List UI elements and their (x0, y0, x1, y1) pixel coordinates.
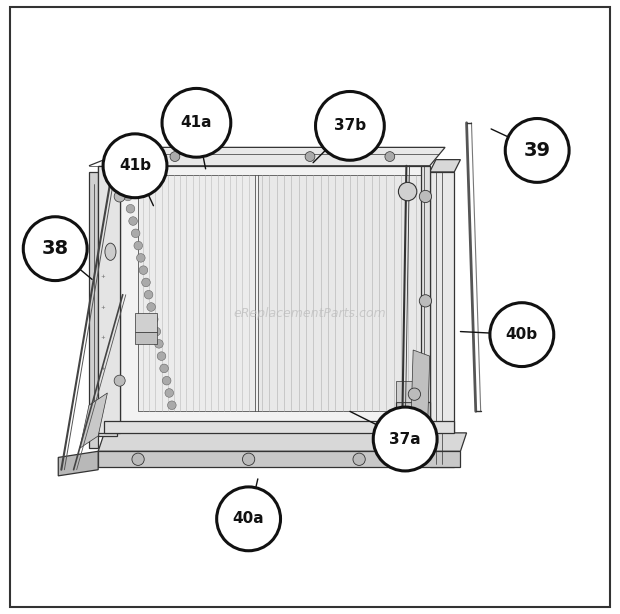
Polygon shape (396, 402, 430, 421)
Text: 37b: 37b (334, 119, 366, 133)
Circle shape (385, 152, 395, 161)
Polygon shape (120, 147, 445, 166)
Text: +: + (100, 335, 105, 340)
Circle shape (123, 192, 132, 201)
Circle shape (103, 134, 167, 198)
Circle shape (126, 204, 135, 213)
Circle shape (242, 453, 255, 465)
Circle shape (165, 389, 174, 397)
Polygon shape (411, 350, 430, 418)
Circle shape (139, 266, 148, 274)
Circle shape (408, 388, 420, 400)
Polygon shape (80, 393, 107, 448)
Polygon shape (58, 451, 98, 476)
Polygon shape (98, 166, 117, 436)
Polygon shape (430, 160, 461, 172)
Text: +: + (100, 305, 105, 309)
Polygon shape (135, 313, 156, 332)
Text: 41b: 41b (119, 158, 151, 173)
Polygon shape (98, 433, 467, 451)
Circle shape (154, 340, 163, 348)
Text: 39: 39 (524, 141, 551, 160)
Circle shape (505, 119, 569, 182)
Circle shape (114, 191, 125, 202)
Circle shape (142, 278, 150, 287)
Circle shape (167, 401, 176, 410)
Circle shape (144, 290, 153, 299)
Circle shape (162, 376, 171, 385)
Circle shape (316, 91, 384, 160)
Circle shape (419, 295, 432, 307)
Text: 40a: 40a (232, 511, 264, 526)
Text: +: + (100, 366, 105, 371)
Circle shape (24, 217, 87, 281)
Circle shape (373, 407, 437, 471)
Circle shape (414, 453, 427, 465)
Circle shape (129, 217, 138, 225)
Polygon shape (98, 166, 120, 433)
Circle shape (216, 487, 280, 551)
Circle shape (305, 152, 315, 161)
Circle shape (162, 88, 231, 157)
Circle shape (157, 352, 166, 360)
Circle shape (136, 254, 145, 262)
Polygon shape (98, 451, 461, 467)
Text: +: + (100, 274, 105, 279)
Text: eReplacementParts.com: eReplacementParts.com (234, 306, 386, 320)
Circle shape (419, 190, 432, 203)
Circle shape (131, 229, 140, 238)
Text: 41a: 41a (180, 115, 212, 130)
Circle shape (152, 327, 161, 336)
Circle shape (134, 241, 143, 250)
Circle shape (353, 453, 365, 465)
Polygon shape (420, 166, 430, 433)
Circle shape (147, 303, 156, 311)
Circle shape (170, 152, 180, 161)
Polygon shape (104, 421, 454, 433)
Text: 40b: 40b (506, 327, 538, 342)
Ellipse shape (105, 243, 116, 260)
Polygon shape (135, 332, 156, 344)
Circle shape (149, 315, 158, 324)
Polygon shape (396, 381, 420, 402)
Circle shape (118, 168, 127, 176)
Polygon shape (258, 175, 420, 411)
Circle shape (399, 182, 417, 201)
Polygon shape (120, 166, 430, 433)
Circle shape (114, 375, 125, 386)
Polygon shape (89, 172, 98, 448)
Text: 37a: 37a (389, 432, 421, 446)
Circle shape (132, 453, 144, 465)
Polygon shape (430, 172, 454, 467)
Text: 38: 38 (42, 239, 69, 258)
Circle shape (490, 303, 554, 367)
Circle shape (160, 364, 169, 373)
Circle shape (121, 180, 130, 188)
Polygon shape (138, 175, 255, 411)
Polygon shape (89, 147, 135, 166)
